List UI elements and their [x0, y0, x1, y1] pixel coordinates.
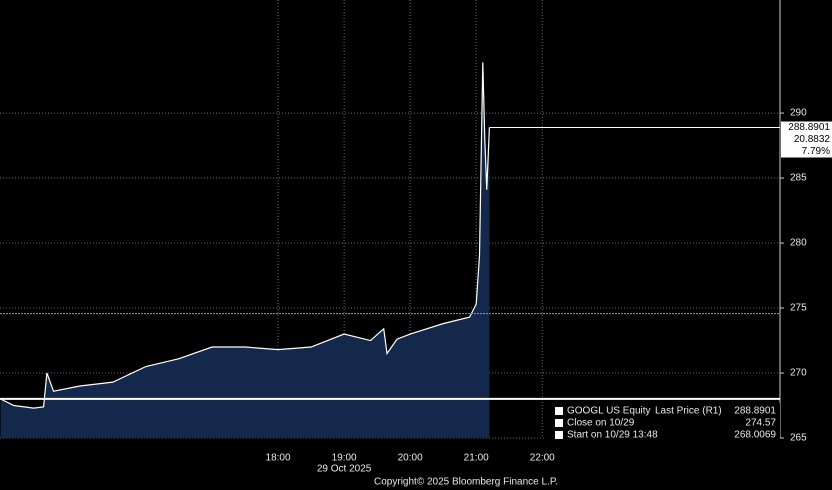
y-tick-label: 285	[790, 173, 807, 184]
last-price-label: 20.8832	[794, 134, 831, 145]
x-tick-label: 22:00	[530, 453, 555, 464]
legend-box	[545, 403, 780, 440]
legend-value: 268.0069	[734, 430, 776, 441]
x-tick-label: 21:00	[464, 453, 489, 464]
legend-value: 288.8901	[734, 406, 776, 417]
legend-label: Start on 10/29 13:48	[567, 430, 658, 441]
y-tick-label: 275	[790, 303, 807, 314]
x-tick-label: 18:00	[266, 453, 291, 464]
legend-label: Close on 10/29	[567, 418, 635, 429]
y-tick-label: 265	[790, 433, 807, 444]
x-tick-label: 20:00	[398, 453, 423, 464]
y-tick-label: 280	[790, 238, 807, 249]
legend-swatch	[555, 431, 563, 439]
legend-swatch	[555, 407, 563, 415]
x-date-label: 29 Oct 2025	[317, 464, 372, 475]
last-price-label: 7.79%	[802, 146, 830, 157]
legend-value: 274.57	[745, 418, 776, 429]
footer: Copyright© 2025 Bloomberg Finance L.P.	[374, 477, 558, 488]
x-tick-label: 19:00	[332, 453, 357, 464]
legend-swatch	[555, 419, 563, 427]
last-price-box	[781, 121, 832, 158]
y-tick-label: 270	[790, 368, 807, 379]
area	[0, 62, 490, 439]
last-price-label: 288.8901	[788, 122, 830, 133]
legend-label: GOOGL US Equity	[567, 406, 651, 417]
y-tick-label: 290	[790, 108, 807, 119]
legend-series-label: Last Price (R1)	[655, 406, 722, 417]
line	[0, 62, 490, 409]
